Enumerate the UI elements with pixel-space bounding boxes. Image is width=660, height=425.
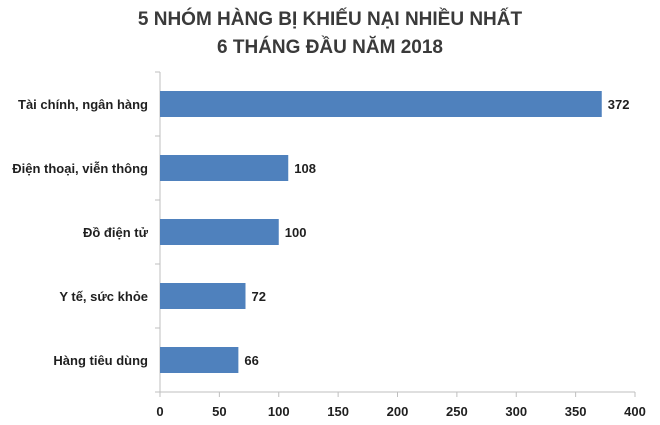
- x-tick-label: 300: [505, 404, 527, 419]
- bar: [160, 283, 246, 309]
- x-tick-label: 100: [268, 404, 290, 419]
- data-label: 66: [244, 353, 258, 368]
- x-tick-label: 250: [446, 404, 468, 419]
- data-label: 108: [294, 161, 316, 176]
- x-tick-label: 0: [156, 404, 163, 419]
- bar: [160, 155, 289, 181]
- x-tick-label: 50: [212, 404, 226, 419]
- x-tick-label: 400: [624, 404, 646, 419]
- category-label: Đồ điện tử: [83, 225, 149, 240]
- data-label: 372: [608, 97, 630, 112]
- x-tick-label: 200: [387, 404, 409, 419]
- category-label: Tài chính, ngân hàng: [18, 97, 148, 112]
- bar: [160, 347, 239, 373]
- data-label: 72: [252, 289, 266, 304]
- category-label: Hàng tiêu dùng: [53, 353, 148, 368]
- data-label: 100: [285, 225, 307, 240]
- chart-title-line-2: 6 THÁNG ĐẦU NĂM 2018: [217, 37, 443, 58]
- category-label: Y tế, sức khỏe: [59, 289, 148, 304]
- x-tick-label: 350: [565, 404, 587, 419]
- category-label: Điện thoại, viễn thông: [12, 161, 148, 176]
- chart-title-line-1: 5 NHÓM HÀNG BỊ KHIẾU NẠI NHIỀU NHẤT: [137, 9, 523, 30]
- x-tick-label: 150: [327, 404, 349, 419]
- bar: [160, 219, 279, 245]
- bar: [160, 91, 602, 117]
